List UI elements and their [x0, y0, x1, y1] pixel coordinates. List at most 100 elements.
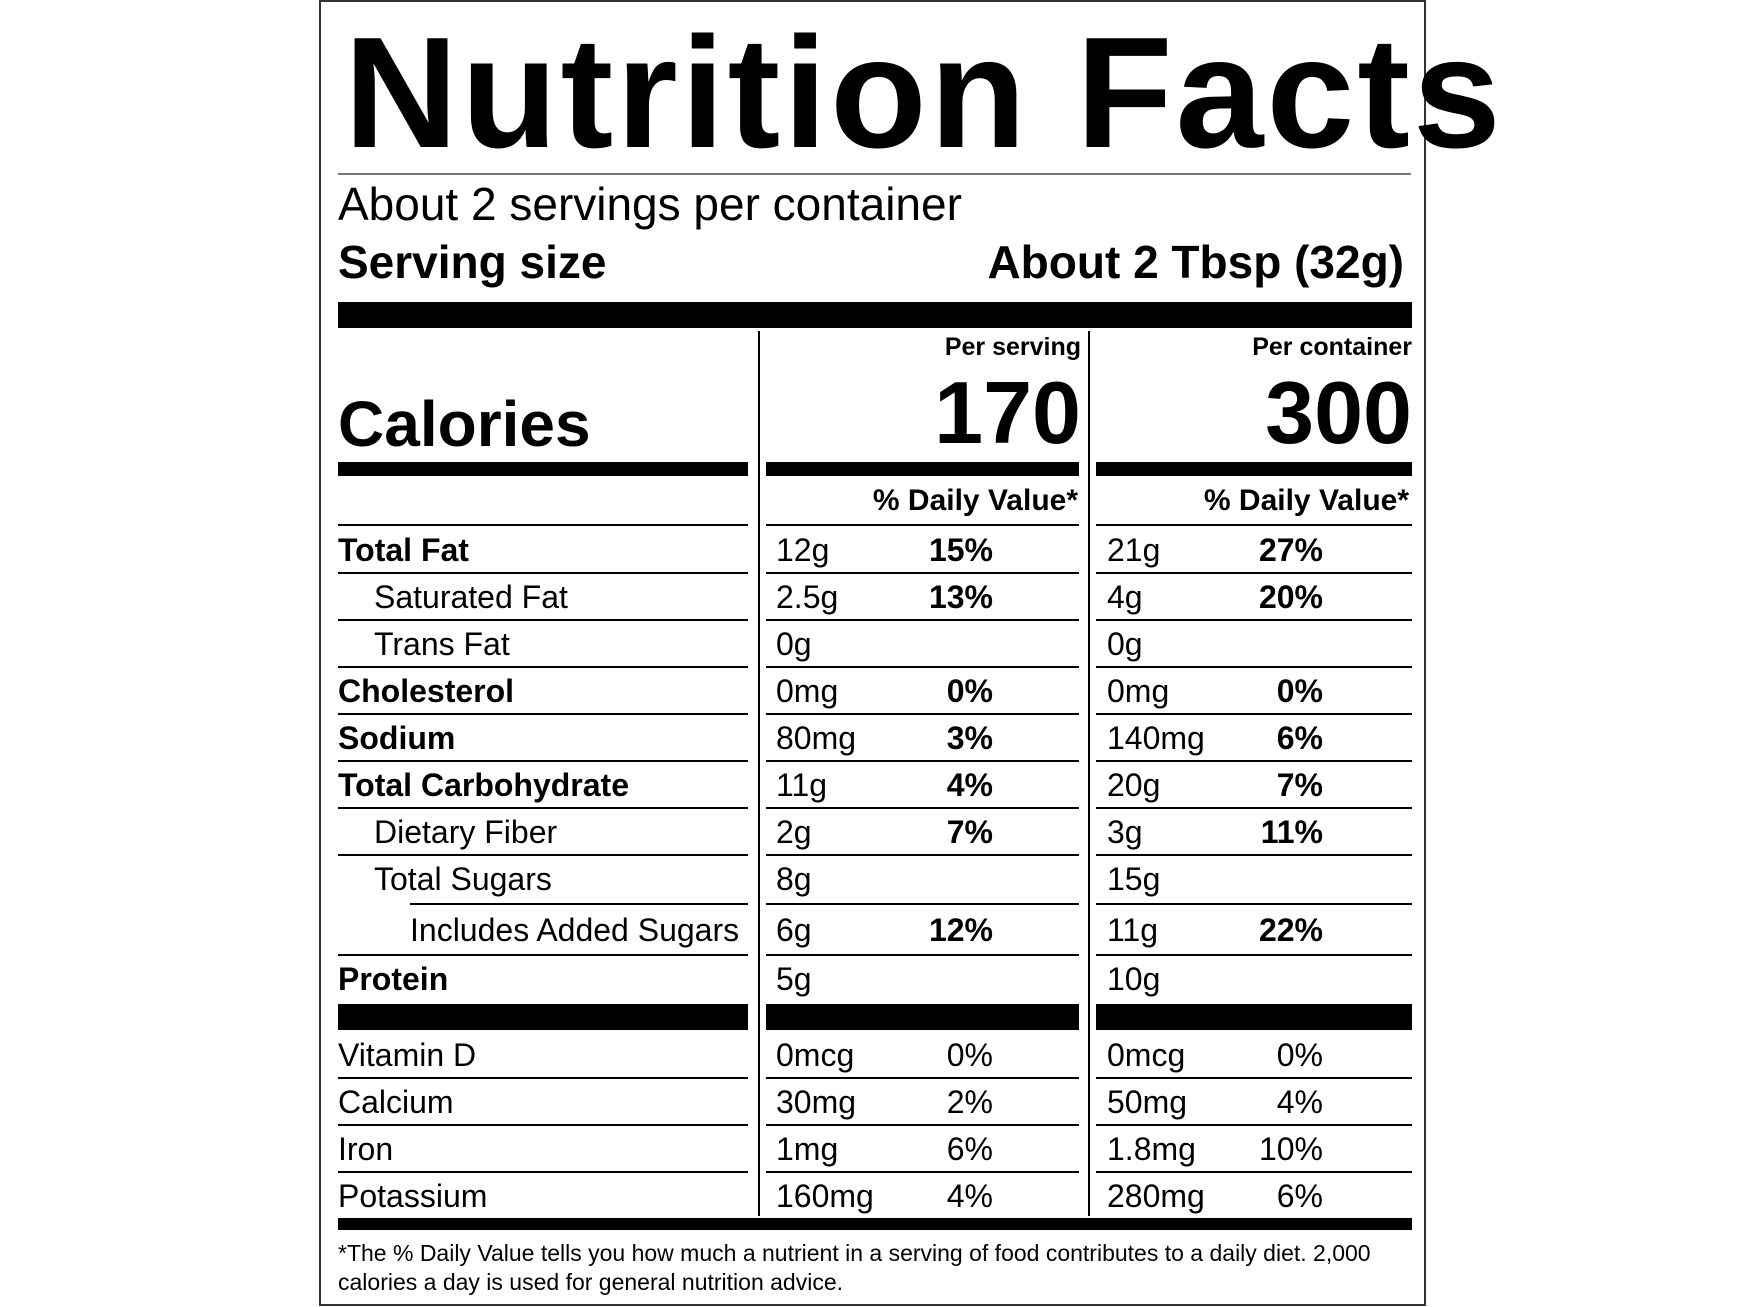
- calories-bar-serving: [766, 462, 1079, 476]
- daily-value-header-container: % Daily Value*: [1203, 484, 1409, 517]
- container-amount: 0mg: [1107, 673, 1170, 709]
- serving-daily-value: 15%: [928, 532, 993, 568]
- container-amount: 0g: [1107, 626, 1143, 662]
- nutrient-row-protein: Protein 5g 10g: [321, 956, 1428, 1003]
- calories-per-container: 300: [1265, 363, 1412, 462]
- nutrient-name: Saturated Fat: [374, 579, 568, 615]
- container-amount: 1.8mg: [1107, 1131, 1196, 1167]
- nutrient-name: Includes Added Sugars: [410, 912, 740, 948]
- serving-amount: 2.5g: [776, 579, 839, 615]
- row-rule: [766, 903, 1079, 905]
- thick-divider: [338, 302, 1412, 328]
- serving-daily-value: 0%: [946, 673, 993, 709]
- calories-bar-container: [1096, 462, 1412, 476]
- row-rule: [1096, 666, 1412, 668]
- serving-amount: 0mg: [776, 673, 839, 709]
- row-rule: [1096, 954, 1412, 956]
- row-rule: [1096, 760, 1412, 762]
- row-rule: [766, 854, 1079, 856]
- container-daily-value: [1171, 621, 1323, 668]
- protein-bar-container: [1096, 1004, 1412, 1030]
- container-amount: 15g: [1107, 861, 1161, 897]
- row-rule: [766, 954, 1079, 956]
- nutrient-row-total-fat: Total Fat 12g 15% 21g 27%: [321, 527, 1428, 574]
- header-rule: [1096, 524, 1412, 526]
- serving-amount: 5g: [776, 961, 812, 997]
- serving-daily-value: 3%: [946, 720, 993, 756]
- row-rule: [338, 713, 748, 715]
- serving-daily-value: [841, 956, 993, 1003]
- nutrient-name: Dietary Fiber: [374, 814, 558, 850]
- nutrient-row-trans-fat: Trans Fat 0g 0g: [321, 621, 1428, 668]
- calories-per-serving: 170: [934, 363, 1081, 462]
- serving-size-value: About 2 Tbsp (32g): [987, 236, 1404, 288]
- container-daily-value: 20%: [1258, 579, 1323, 615]
- row-rule: [410, 903, 748, 905]
- vitamin-row-iron: Iron 1mg 6% 1.8mg 10%: [321, 1126, 1428, 1173]
- serving-daily-value: 12%: [928, 912, 993, 948]
- row-rule: [1096, 1077, 1412, 1079]
- serving-daily-value: [841, 856, 993, 903]
- row-rule: [338, 619, 748, 621]
- row-rule: [338, 1171, 748, 1173]
- protein-bar-serving: [766, 1004, 1079, 1030]
- container-daily-value: 7%: [1276, 767, 1323, 803]
- nutrient-name: Cholesterol: [338, 673, 515, 709]
- vitamin-row-vitamin-d: Vitamin D 0mcg 0% 0mcg 0%: [321, 1032, 1428, 1079]
- nutrient-name: Sodium: [338, 720, 456, 756]
- container-amount: 21g: [1107, 532, 1161, 568]
- row-rule: [1096, 1124, 1412, 1126]
- vitamin-name: Iron: [338, 1131, 394, 1167]
- nutrient-name: Total Fat: [338, 532, 469, 568]
- nutrient-row-total-sugars: Total Sugars 8g 15g: [321, 856, 1428, 903]
- nutrient-row-saturated-fat: Saturated Fat 2.5g 13% 4g 20%: [321, 574, 1428, 621]
- nutrition-facts-label: Nutrition Facts About 2 servings per con…: [319, 0, 1504, 1306]
- row-rule: [1096, 572, 1412, 574]
- container-amount: 20g: [1107, 767, 1161, 803]
- serving-daily-value: 13%: [928, 579, 993, 615]
- container-daily-value: [1171, 856, 1323, 903]
- calories-label: Calories: [338, 388, 591, 460]
- container-amount: 280mg: [1107, 1178, 1205, 1214]
- row-rule: [766, 760, 1079, 762]
- serving-amount: 11g: [776, 767, 828, 803]
- row-rule: [1096, 903, 1412, 905]
- serving-amount: 0g: [776, 626, 812, 662]
- title-divider: [338, 173, 1411, 175]
- row-rule: [338, 760, 748, 762]
- container-amount: 0mcg: [1107, 1037, 1186, 1073]
- serving-daily-value: 0%: [946, 1037, 993, 1073]
- nutrient-row-added-sugars: Includes Added Sugars 6g 12% 11g 22%: [321, 907, 1428, 955]
- nutrient-name: Total Sugars: [374, 861, 552, 897]
- vitamin-row-calcium: Calcium 30mg 2% 50mg 4%: [321, 1079, 1428, 1126]
- container-daily-value: 0%: [1276, 1037, 1323, 1073]
- serving-amount: 80mg: [776, 720, 857, 756]
- row-rule: [766, 1124, 1079, 1126]
- label-title: Nutrition Facts: [344, 5, 1504, 181]
- container-amount: 10g: [1107, 961, 1161, 997]
- serving-amount: 8g: [776, 861, 812, 897]
- container-daily-value: 22%: [1258, 912, 1323, 948]
- container-amount: 4g: [1107, 579, 1143, 615]
- nutrient-name: Trans Fat: [374, 626, 510, 662]
- row-rule: [1096, 619, 1412, 621]
- row-rule: [766, 713, 1079, 715]
- serving-amount: 1mg: [776, 1131, 839, 1167]
- row-rule: [1096, 713, 1412, 715]
- serving-daily-value: [841, 621, 993, 668]
- column-divider-2: [1088, 331, 1090, 1216]
- vitamin-name: Calcium: [338, 1084, 454, 1120]
- row-rule: [338, 954, 748, 956]
- row-rule: [766, 1077, 1079, 1079]
- nutrient-row-dietary-fiber: Dietary Fiber 2g 7% 3g 11%: [321, 809, 1428, 856]
- header-rule: [338, 524, 748, 526]
- vitamin-row-potassium: Potassium 160mg 4% 280mg 6%: [321, 1173, 1428, 1220]
- row-rule: [338, 666, 748, 668]
- container-daily-value: 10%: [1258, 1131, 1323, 1167]
- row-rule: [766, 807, 1079, 809]
- serving-daily-value: 6%: [946, 1131, 993, 1167]
- row-rule: [766, 666, 1079, 668]
- nutrient-name: Protein: [338, 961, 449, 997]
- container-daily-value: [1171, 956, 1323, 1003]
- footer-thick-divider: [338, 1218, 1412, 1230]
